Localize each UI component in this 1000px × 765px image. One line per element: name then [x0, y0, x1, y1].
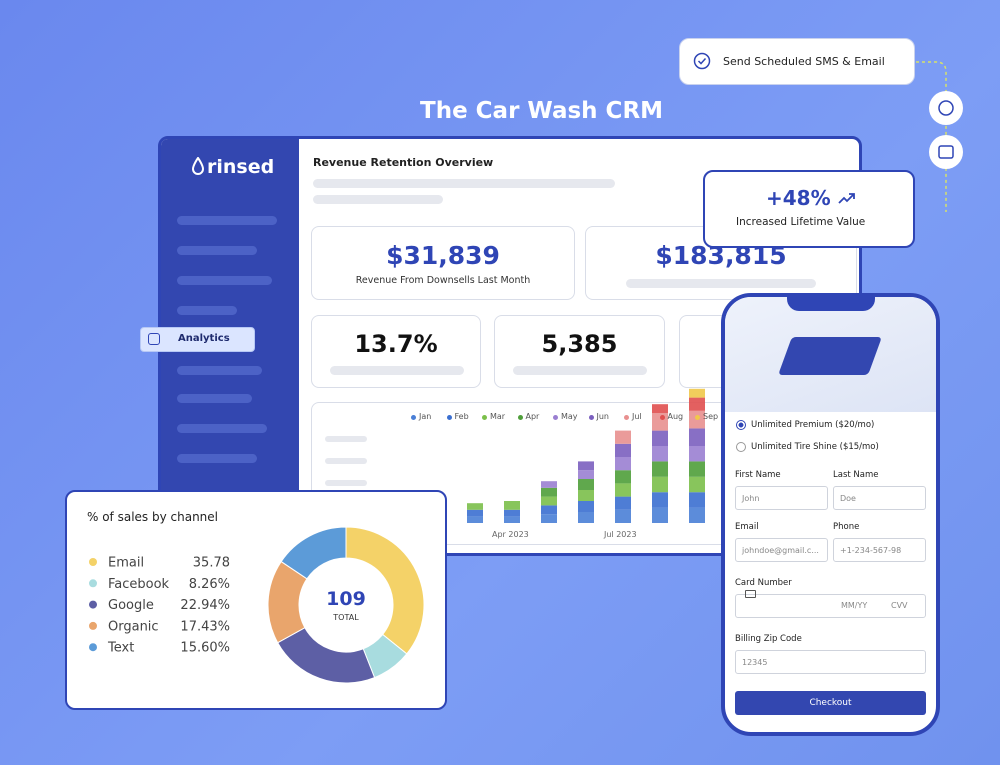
nav-item[interactable] — [177, 306, 237, 315]
icons — [916, 61, 963, 212]
placeholder — [626, 279, 816, 288]
card-cvv: CVV — [891, 601, 908, 610]
legend-label: Jul — [632, 412, 642, 421]
kpi-card: 13.7% — [311, 315, 481, 388]
placeholder — [313, 195, 443, 204]
nav-item[interactable] — [177, 216, 277, 225]
phone — [721, 293, 940, 736]
placeholder — [325, 458, 367, 464]
placeholder — [513, 366, 647, 375]
input[interactable]: 12345 — [735, 650, 926, 674]
lifetime-value: +48% — [766, 186, 831, 210]
legend-dot — [482, 415, 487, 420]
nav-item[interactable] — [177, 246, 257, 255]
x-label: Jul 2023 — [604, 530, 637, 539]
stat-value: $31,839 — [386, 241, 500, 270]
legend-label: Jan — [419, 412, 432, 421]
analytics-label[interactable]: Analytics — [178, 333, 230, 344]
x-label: Apr 2023 — [492, 530, 529, 539]
field-label: First Name — [735, 470, 781, 480]
input[interactable]: Doe — [833, 486, 926, 510]
card-icon — [745, 590, 756, 598]
kpi-card: 5,385 — [494, 315, 665, 388]
field-label: Phone — [833, 522, 860, 532]
radio[interactable] — [736, 420, 746, 430]
legend-label: May — [561, 412, 578, 421]
legend-dot — [517, 415, 523, 420]
card-expiry: MM/YY — [841, 601, 868, 610]
input[interactable]: John — [735, 486, 828, 510]
nav-item[interactable] — [177, 276, 272, 285]
legend-label: Feb — [454, 412, 469, 421]
lifetime-card — [703, 170, 915, 248]
dashboard-title: Revenue Retention Overview — [313, 156, 494, 169]
legend-label: Mar — [490, 412, 506, 421]
field-label: Card Number — [735, 578, 792, 588]
nav-item[interactable] — [177, 454, 257, 463]
kpi-value: 5,385 — [541, 330, 618, 358]
legend-dot — [446, 415, 452, 420]
logo: rinsed — [207, 156, 275, 178]
input[interactable]: johndoe@gmail.c... — [735, 538, 828, 562]
notch — [787, 297, 875, 311]
logo-drop — [192, 157, 204, 175]
placeholder — [325, 480, 367, 486]
plan-label: Unlimited Tire Shine ($15/mo) — [751, 442, 879, 452]
check-icon — [693, 52, 711, 70]
placeholder — [325, 436, 367, 442]
legend-dot — [695, 415, 700, 420]
input[interactable] — [735, 594, 926, 618]
stat-card: $31,839 Revenue From Downsells Last Mont… — [311, 226, 575, 300]
legend-label: Apr — [525, 412, 540, 421]
legend-dot — [588, 415, 594, 420]
nav-item[interactable] — [177, 394, 252, 403]
donut-title: % of sales by channel — [87, 510, 219, 524]
field-label: Last Name — [833, 470, 879, 480]
radio[interactable] — [736, 442, 746, 452]
hero-title: The Car Wash CRM — [420, 98, 664, 124]
analytics-icon — [148, 333, 160, 345]
field-label: Email — [735, 522, 759, 532]
legend-dot — [553, 415, 558, 420]
legend-label: Aug — [667, 412, 684, 421]
trend-icon — [838, 193, 855, 204]
nav-item[interactable] — [177, 424, 267, 433]
kpi-value: 13.7% — [354, 330, 438, 358]
legend-dot — [411, 415, 416, 420]
notification-text: Send Scheduled SMS & Email — [723, 55, 885, 68]
placeholder — [313, 179, 615, 188]
legend-label: Jun — [596, 412, 610, 421]
stat-label: Revenue From Downsells Last Month — [355, 275, 531, 286]
notification[interactable] — [679, 38, 915, 85]
nav-item[interactable] — [177, 366, 262, 375]
field-label: Billing Zip Code — [735, 634, 802, 644]
legend-dot — [659, 415, 665, 420]
checkout-button[interactable]: Checkout — [735, 691, 926, 715]
legend-label: Sep — [703, 412, 719, 421]
placeholder — [330, 366, 464, 375]
input[interactable]: +1-234-567-98 — [833, 538, 926, 562]
legend-dot — [624, 415, 629, 420]
plan-label: Unlimited Premium ($20/mo) — [751, 420, 875, 430]
lifetime-label: Increased Lifetime Value — [736, 216, 866, 228]
wash-building — [778, 337, 882, 375]
